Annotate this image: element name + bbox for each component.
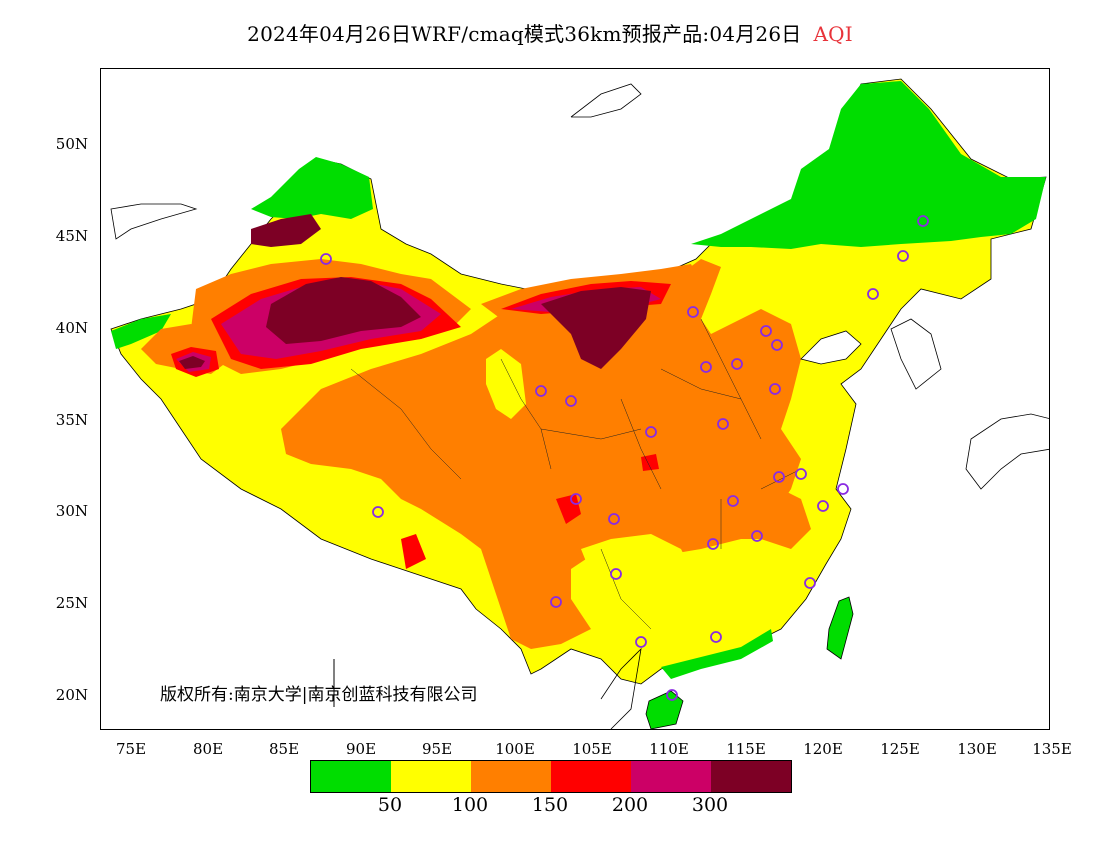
station-marker: [687, 306, 699, 318]
y-tick-label: 20N: [55, 686, 88, 704]
y-tick-label: 45N: [55, 227, 88, 245]
y-tick-label: 25N: [55, 594, 88, 612]
station-marker: [773, 471, 785, 483]
outline-korea: [890, 318, 942, 390]
station-marker: [837, 483, 849, 495]
x-tick-label: 75E: [115, 740, 147, 758]
legend-label: 300: [691, 794, 729, 816]
station-marker: [535, 385, 547, 397]
outline-vietnam: [600, 647, 642, 729]
station-marker: [707, 538, 719, 550]
x-tick-label: 90E: [345, 740, 377, 758]
legend-swatch: [631, 761, 711, 792]
station-marker: [769, 383, 781, 395]
province-lines: [350, 318, 802, 630]
map-panel: [100, 68, 1050, 730]
station-marker: [804, 577, 816, 589]
region-maroon-xinjiang: [266, 277, 421, 344]
region-orange-southeast: [721, 479, 811, 549]
region-red-sichuan: [556, 494, 581, 524]
outline-japan: [965, 413, 1049, 490]
station-marker: [570, 493, 582, 505]
variable-label: AQI: [813, 22, 853, 46]
station-marker: [817, 500, 829, 512]
y-tick-label: 30N: [55, 502, 88, 520]
y-tick-label: 35N: [55, 411, 88, 429]
station-marker: [610, 568, 622, 580]
legend-label: 50: [377, 794, 403, 816]
x-tick-label: 85E: [268, 740, 300, 758]
region-green-northwest: [251, 157, 373, 219]
region-maroon-inner-mongolia: [541, 287, 651, 369]
x-tick-label: 115E: [726, 740, 766, 758]
station-marker: [565, 395, 577, 407]
station-marker: [700, 361, 712, 373]
x-tick-label: 105E: [572, 740, 612, 758]
outline-bohai: [800, 330, 862, 365]
copyright-text: 版权所有:南京大学|南京创蓝科技有限公司: [160, 685, 478, 705]
aqi-map: [110, 78, 1049, 729]
station-marker: [666, 689, 678, 701]
region-maroon-kashgar: [179, 356, 205, 369]
legend-swatch: [551, 761, 631, 792]
station-marker: [372, 506, 384, 518]
y-tick-label: 50N: [55, 135, 88, 153]
region-red-hubei: [641, 454, 659, 471]
region-yellow-south: [581, 534, 691, 594]
region-red-tibet: [401, 534, 426, 569]
y-tick-label: 40N: [55, 319, 88, 337]
title-text: 2024年04月26日WRF/cmaq模式36km预报产品:04月26日: [247, 22, 802, 46]
station-marker: [710, 631, 722, 643]
outline-russia-east: [570, 83, 642, 118]
station-marker: [645, 426, 657, 438]
x-tick-label: 100E: [495, 740, 535, 758]
outline-kazakhstan: [110, 203, 198, 240]
x-tick-label: 135E: [1032, 740, 1072, 758]
legend-swatch: [311, 761, 391, 792]
region-taiwan: [826, 596, 854, 660]
legend-swatch: [471, 761, 551, 792]
station-marker: [727, 495, 739, 507]
color-legend: [310, 760, 792, 793]
x-tick-label: 120E: [803, 740, 843, 758]
region-green-northeast: [691, 81, 1046, 249]
station-marker: [897, 250, 909, 262]
station-markers: [320, 215, 929, 701]
legend-swatch: [711, 761, 791, 792]
station-marker: [608, 513, 620, 525]
station-marker: [771, 339, 783, 351]
legend-label: 150: [531, 794, 569, 816]
station-marker: [550, 596, 562, 608]
station-marker: [320, 253, 332, 265]
station-marker: [795, 468, 807, 480]
station-marker: [731, 358, 743, 370]
x-tick-label: 95E: [421, 740, 453, 758]
map-title: 2024年04月26日WRF/cmaq模式36km预报产品:04月26日 AQI: [0, 18, 1100, 47]
station-marker: [760, 325, 772, 337]
region-maroon-tianshan: [251, 214, 321, 247]
legend-label: 200: [611, 794, 649, 816]
x-tick-label: 125E: [880, 740, 920, 758]
legend-label: 100: [451, 794, 489, 816]
station-marker: [917, 215, 929, 227]
region-yellow-qinghai: [486, 349, 526, 419]
station-marker: [635, 636, 647, 648]
legend-swatch: [391, 761, 471, 792]
station-marker: [751, 530, 763, 542]
station-marker: [867, 288, 879, 300]
x-tick-label: 80E: [192, 740, 224, 758]
x-tick-label: 130E: [957, 740, 997, 758]
region-green-south-coast: [661, 629, 773, 679]
station-marker: [717, 418, 729, 430]
x-tick-label: 110E: [649, 740, 689, 758]
region-green-west-edge: [111, 314, 171, 349]
